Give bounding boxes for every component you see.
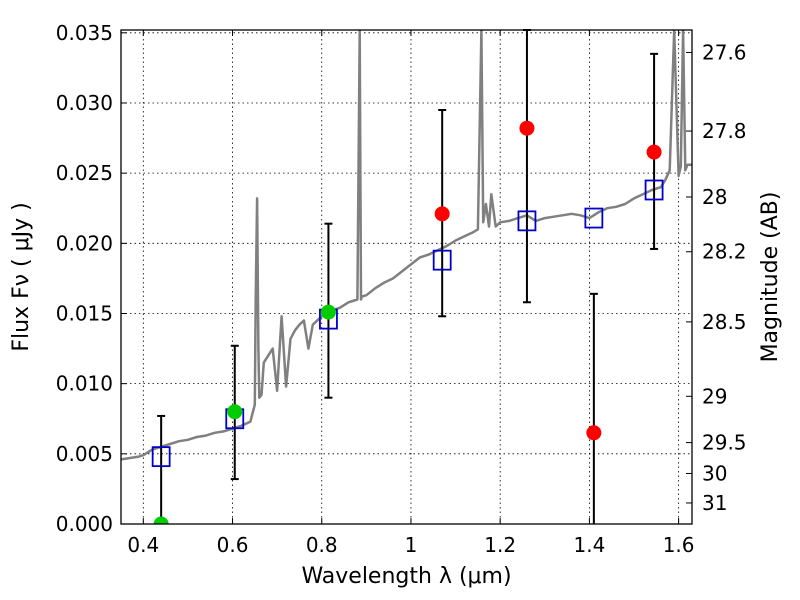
red-point	[586, 425, 602, 441]
red-point	[646, 144, 662, 160]
y-tick-label: 0.020	[56, 231, 113, 255]
grid-layer	[121, 30, 692, 524]
red-point	[519, 120, 535, 136]
plot-frame	[120, 29, 693, 525]
y2-tick-label: 28	[702, 185, 727, 209]
model-photometry-square	[151, 446, 171, 468]
y2-tick-label: 27.8	[702, 119, 747, 143]
y2-tick-label: 28.2	[702, 240, 747, 264]
y-tick-label: 0.010	[56, 372, 113, 396]
upper-limit-errorbar	[522, 29, 531, 304]
x-tick-label: 1	[405, 533, 418, 557]
y-tick-label: 0.025	[56, 161, 113, 185]
y2-tick-label: 29	[702, 384, 727, 408]
y2-tick-label: 29.5	[702, 431, 747, 455]
red-point	[434, 206, 450, 222]
model-photometry-square	[644, 179, 664, 201]
model-photometry-square	[584, 207, 604, 229]
x-tick-label: 0.4	[127, 533, 159, 557]
y-tick-label: 0.015	[56, 301, 113, 325]
y-tick-label: 0.030	[56, 91, 113, 115]
model-photometry-square	[517, 210, 537, 232]
y-tick-label: 0.005	[56, 442, 113, 466]
x-tick-label: 1.4	[573, 533, 605, 557]
spectrum-line	[121, 30, 692, 461]
y-axis-label: Flux Fν ( μJy )	[9, 202, 34, 351]
y2-axis-label: Magnitude (AB)	[758, 192, 783, 363]
y2-tick-label: 31	[702, 491, 727, 515]
spectrum-layer	[121, 30, 692, 461]
marker-layer	[151, 120, 664, 524]
detection-point	[153, 516, 169, 524]
y-tick-label: 0.035	[56, 21, 113, 45]
x-axis-label: Wavelength λ (μm)	[301, 564, 511, 589]
detection-errorbar	[157, 414, 166, 524]
y2-tick-label: 28.5	[702, 310, 747, 334]
x-tick-label: 1.2	[484, 533, 516, 557]
tick-layer: 0.4 0.6 0.8 1 1.2 1.4 1.6 0.000 0.005 0.010 0.015 0…	[56, 21, 747, 557]
detection-point	[320, 304, 336, 320]
x-tick-label: 0.8	[306, 533, 338, 557]
y-tick-label: 0.000	[56, 512, 113, 536]
upper-limit-errorbar	[589, 292, 598, 524]
detection-point	[227, 404, 243, 420]
x-tick-label: 0.6	[217, 533, 249, 557]
y2-tick-label: 30	[702, 461, 727, 485]
model-photometry-square	[432, 249, 452, 271]
y2-tick-label: 27.6	[702, 40, 747, 64]
x-tick-label: 1.6	[663, 533, 695, 557]
